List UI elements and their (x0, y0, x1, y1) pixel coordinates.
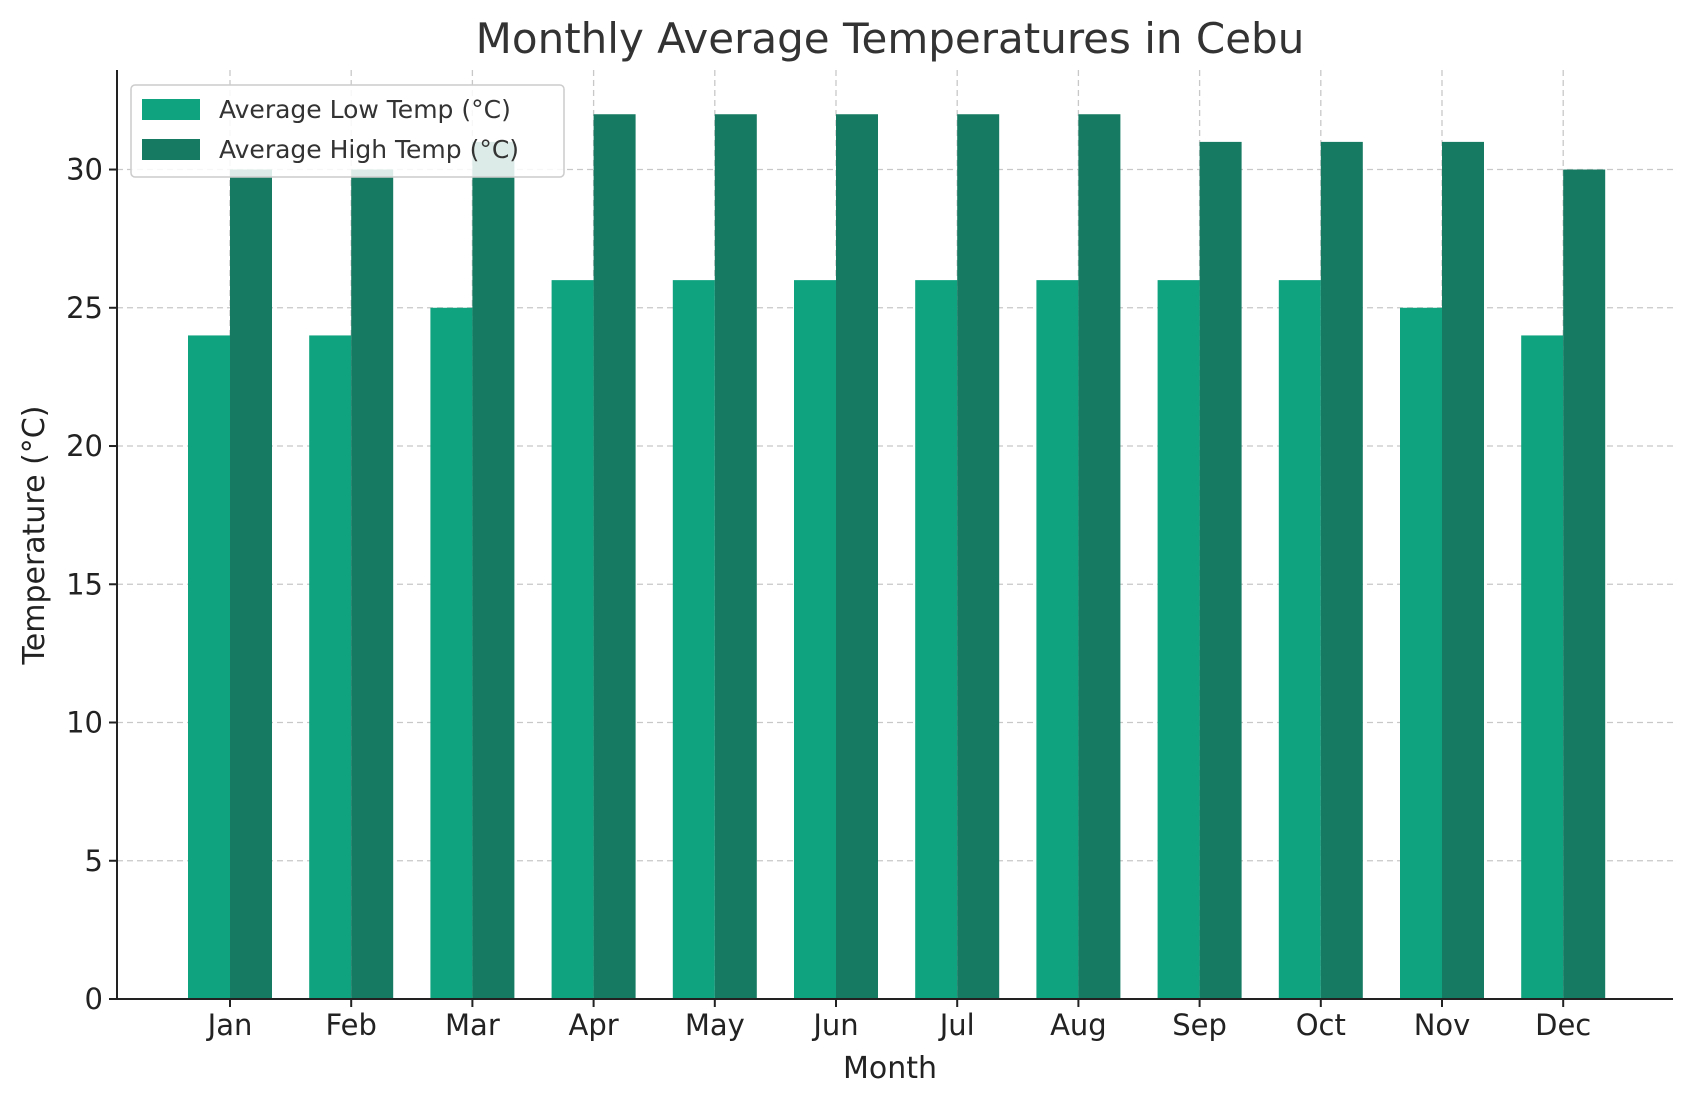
bar-low-mar (430, 307, 473, 999)
bar-high-oct (1320, 141, 1363, 999)
bar-low-sep (1157, 280, 1200, 999)
bar-high-may (714, 114, 757, 999)
x-ticks: Jan Feb Mar Apr May Jun Jul Aug Sep Oct Nov Dec (206, 999, 1591, 1042)
legend-box (130, 84, 565, 178)
x-tick-label-dec: Dec (1535, 1008, 1591, 1042)
x-axis-label: Month (843, 1051, 937, 1086)
x-tick-label-jul: Jul (938, 1008, 975, 1042)
legend-label-low: Average Low Temp (°C) (219, 95, 511, 124)
y-tick-label: 30 (66, 153, 103, 187)
y-tick-label: 20 (66, 429, 103, 463)
x-tick-label-apr: Apr (569, 1008, 619, 1042)
bar-low-nov (1400, 307, 1442, 999)
x-tick-label-mar: Mar (445, 1008, 500, 1042)
bar-high-jan (230, 169, 272, 1000)
legend-swatch-low (142, 99, 200, 120)
legend-swatch-high (142, 139, 200, 160)
bar-high-jun (836, 114, 878, 999)
bar-low-dec (1521, 335, 1564, 999)
x-tick-label-aug: Aug (1050, 1008, 1107, 1042)
bars (188, 114, 1606, 1000)
x-tick-label-feb: Feb (326, 1008, 377, 1042)
y-tick-label: 15 (66, 567, 103, 601)
y-ticks: 0 5 10 15 20 25 30 (66, 153, 117, 1016)
legend-label-high: Average High Temp (°C) (219, 135, 519, 164)
axes (116, 70, 1673, 1000)
chart-title: Monthly Average Temperatures in Cebu (476, 14, 1305, 63)
bar-high-sep (1199, 141, 1242, 999)
x-tick-label-jan: Jan (206, 1008, 253, 1042)
bar-low-jul (915, 280, 958, 999)
bar-low-may (672, 280, 715, 999)
bar-low-jun (794, 280, 836, 999)
bar-low-oct (1278, 280, 1321, 999)
bar-high-mar (472, 141, 515, 999)
x-tick-label-oct: Oct (1296, 1008, 1346, 1042)
bar-low-aug (1036, 280, 1079, 999)
bar-high-apr (593, 114, 636, 999)
x-tick-label-nov: Nov (1414, 1008, 1471, 1042)
bar-high-aug (1078, 114, 1121, 999)
x-tick-label-may: May (685, 1008, 745, 1042)
bar-low-apr (551, 280, 594, 999)
y-tick-label: 0 (85, 982, 103, 1016)
bar-high-feb (351, 169, 394, 1000)
y-tick-label: 25 (66, 291, 103, 325)
bar-low-jan (188, 335, 230, 999)
bar-high-nov (1442, 141, 1484, 999)
x-tick-label-jun: Jun (811, 1008, 858, 1042)
bar-high-dec (1563, 169, 1606, 1000)
bar-low-feb (309, 335, 352, 999)
legend: Average Low Temp (°C) Average High Temp … (130, 84, 565, 178)
y-axis-label: Temperature (°C) (17, 406, 52, 666)
y-tick-label: 10 (66, 706, 103, 740)
bar-high-jul (957, 114, 1000, 999)
x-tick-label-sep: Sep (1172, 1008, 1227, 1042)
y-tick-label: 5 (85, 844, 103, 878)
